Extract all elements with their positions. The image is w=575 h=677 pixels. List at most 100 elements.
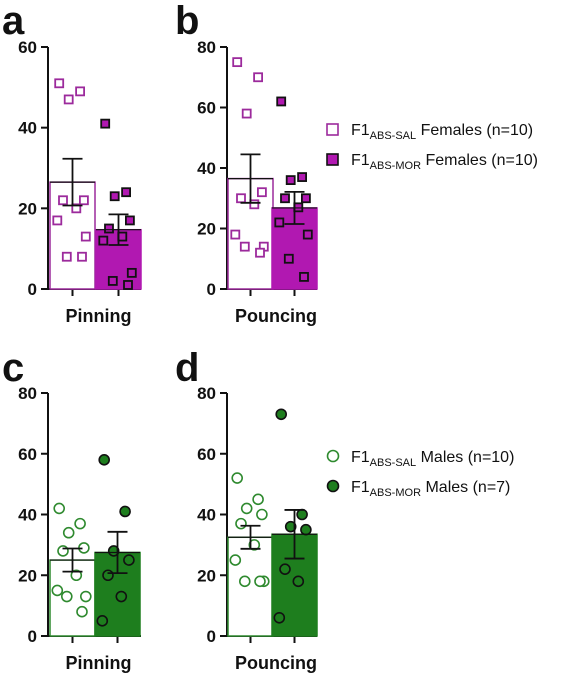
legend-males: F1ABS-SAL Males (n=10) F1ABS-MOR Males (n… (326, 449, 514, 499)
data-point (256, 508, 268, 521)
data-point (280, 193, 290, 204)
legend-label: F1ABS-MOR Males (n=7) (351, 479, 510, 499)
data-point (273, 611, 286, 624)
data-point (104, 223, 114, 234)
data-point (126, 267, 137, 278)
panel-c: c 0 20 40 60 80 Pinning (2, 346, 141, 673)
y-tick-label: 40 (18, 119, 37, 138)
data-point (279, 563, 291, 575)
y-tick-label: 60 (18, 38, 37, 57)
data-point (125, 215, 135, 226)
data-point (109, 191, 120, 202)
data-point (240, 502, 253, 515)
data-point (239, 241, 250, 252)
y-tick-label: 60 (18, 445, 37, 464)
data-point (71, 203, 82, 214)
y-tick-label: 20 (18, 566, 37, 585)
data-point (80, 590, 92, 603)
data-point (75, 86, 85, 97)
data-point (231, 472, 243, 484)
data-point (58, 195, 68, 206)
data-point (52, 215, 63, 226)
data-point (115, 590, 128, 603)
panel-letter: a (2, 0, 25, 43)
data-point (96, 615, 109, 627)
data-point (296, 508, 308, 521)
panel-a: a 0 20 40 60 Pinning (2, 0, 142, 326)
data-point (302, 229, 313, 240)
data-point (239, 575, 251, 588)
y-tick-label: 60 (197, 445, 216, 464)
data-point (54, 78, 65, 89)
y-tick-label: 40 (197, 159, 216, 178)
y-tick-label: 40 (18, 506, 37, 525)
data-point (79, 195, 89, 206)
data-point (123, 280, 133, 290)
category-label: Pouncing (235, 653, 317, 673)
data-point (80, 231, 91, 242)
data-point (98, 235, 109, 246)
panel-b: b 0 20 40 60 80 Pouncing (175, 0, 318, 326)
bar (227, 536, 274, 637)
data-point (248, 539, 261, 551)
data-point (284, 520, 297, 533)
legend-label: F1ABS-SAL Females (n=10) (351, 122, 533, 142)
y-tick-label: 0 (207, 280, 216, 299)
data-point (53, 502, 66, 515)
data-point (61, 590, 73, 603)
y-tick-label: 20 (197, 566, 216, 585)
data-point (232, 57, 243, 68)
data-point (235, 517, 247, 530)
data-point (63, 94, 74, 105)
y-tick-label: 0 (28, 627, 37, 646)
legend-marker (326, 153, 339, 166)
legend-marker (326, 479, 340, 493)
data-point (255, 247, 265, 258)
data-point (299, 271, 309, 282)
panel-d: d 0 20 40 60 80 Pouncing (175, 346, 318, 673)
data-point (274, 217, 285, 228)
data-point (254, 575, 266, 588)
data-point (107, 545, 120, 557)
panel-letter: c (2, 346, 24, 390)
panel-letter: b (175, 0, 199, 43)
data-point (276, 96, 287, 107)
data-point (253, 72, 264, 83)
data-point (229, 554, 242, 566)
y-tick-label: 0 (28, 280, 37, 299)
data-point (256, 187, 267, 198)
data-point (98, 454, 110, 466)
category-label: Pinning (66, 306, 132, 326)
legend-label: F1ABS-MOR Females (n=10) (351, 152, 538, 172)
data-point (62, 526, 75, 539)
data-point (293, 202, 304, 213)
data-point (300, 193, 311, 204)
data-point (241, 108, 252, 119)
data-point (236, 193, 246, 204)
legend-females: F1ABS-SAL Females (n=10) F1ABS-MOR Female… (326, 122, 538, 172)
legend-label: F1ABS-SAL Males (n=10) (351, 449, 514, 469)
data-point (249, 199, 260, 210)
y-tick-label: 20 (197, 220, 216, 239)
y-tick-label: 60 (197, 99, 216, 118)
y-tick-label: 40 (197, 506, 216, 525)
category-label: Pinning (66, 653, 132, 673)
data-point (102, 569, 114, 582)
data-point (285, 175, 296, 186)
data-point (51, 584, 64, 597)
data-point (275, 408, 288, 421)
data-point (292, 575, 305, 588)
data-point (230, 229, 241, 240)
legend-marker (326, 123, 339, 136)
data-point (74, 517, 86, 530)
category-label: Pouncing (235, 306, 317, 326)
data-point (100, 118, 111, 129)
y-tick-label: 0 (207, 627, 216, 646)
y-tick-label: 80 (197, 38, 216, 57)
data-point (297, 172, 308, 182)
data-point (119, 505, 131, 518)
data-point (107, 276, 118, 286)
data-point (77, 251, 87, 262)
legend-marker (326, 449, 340, 463)
